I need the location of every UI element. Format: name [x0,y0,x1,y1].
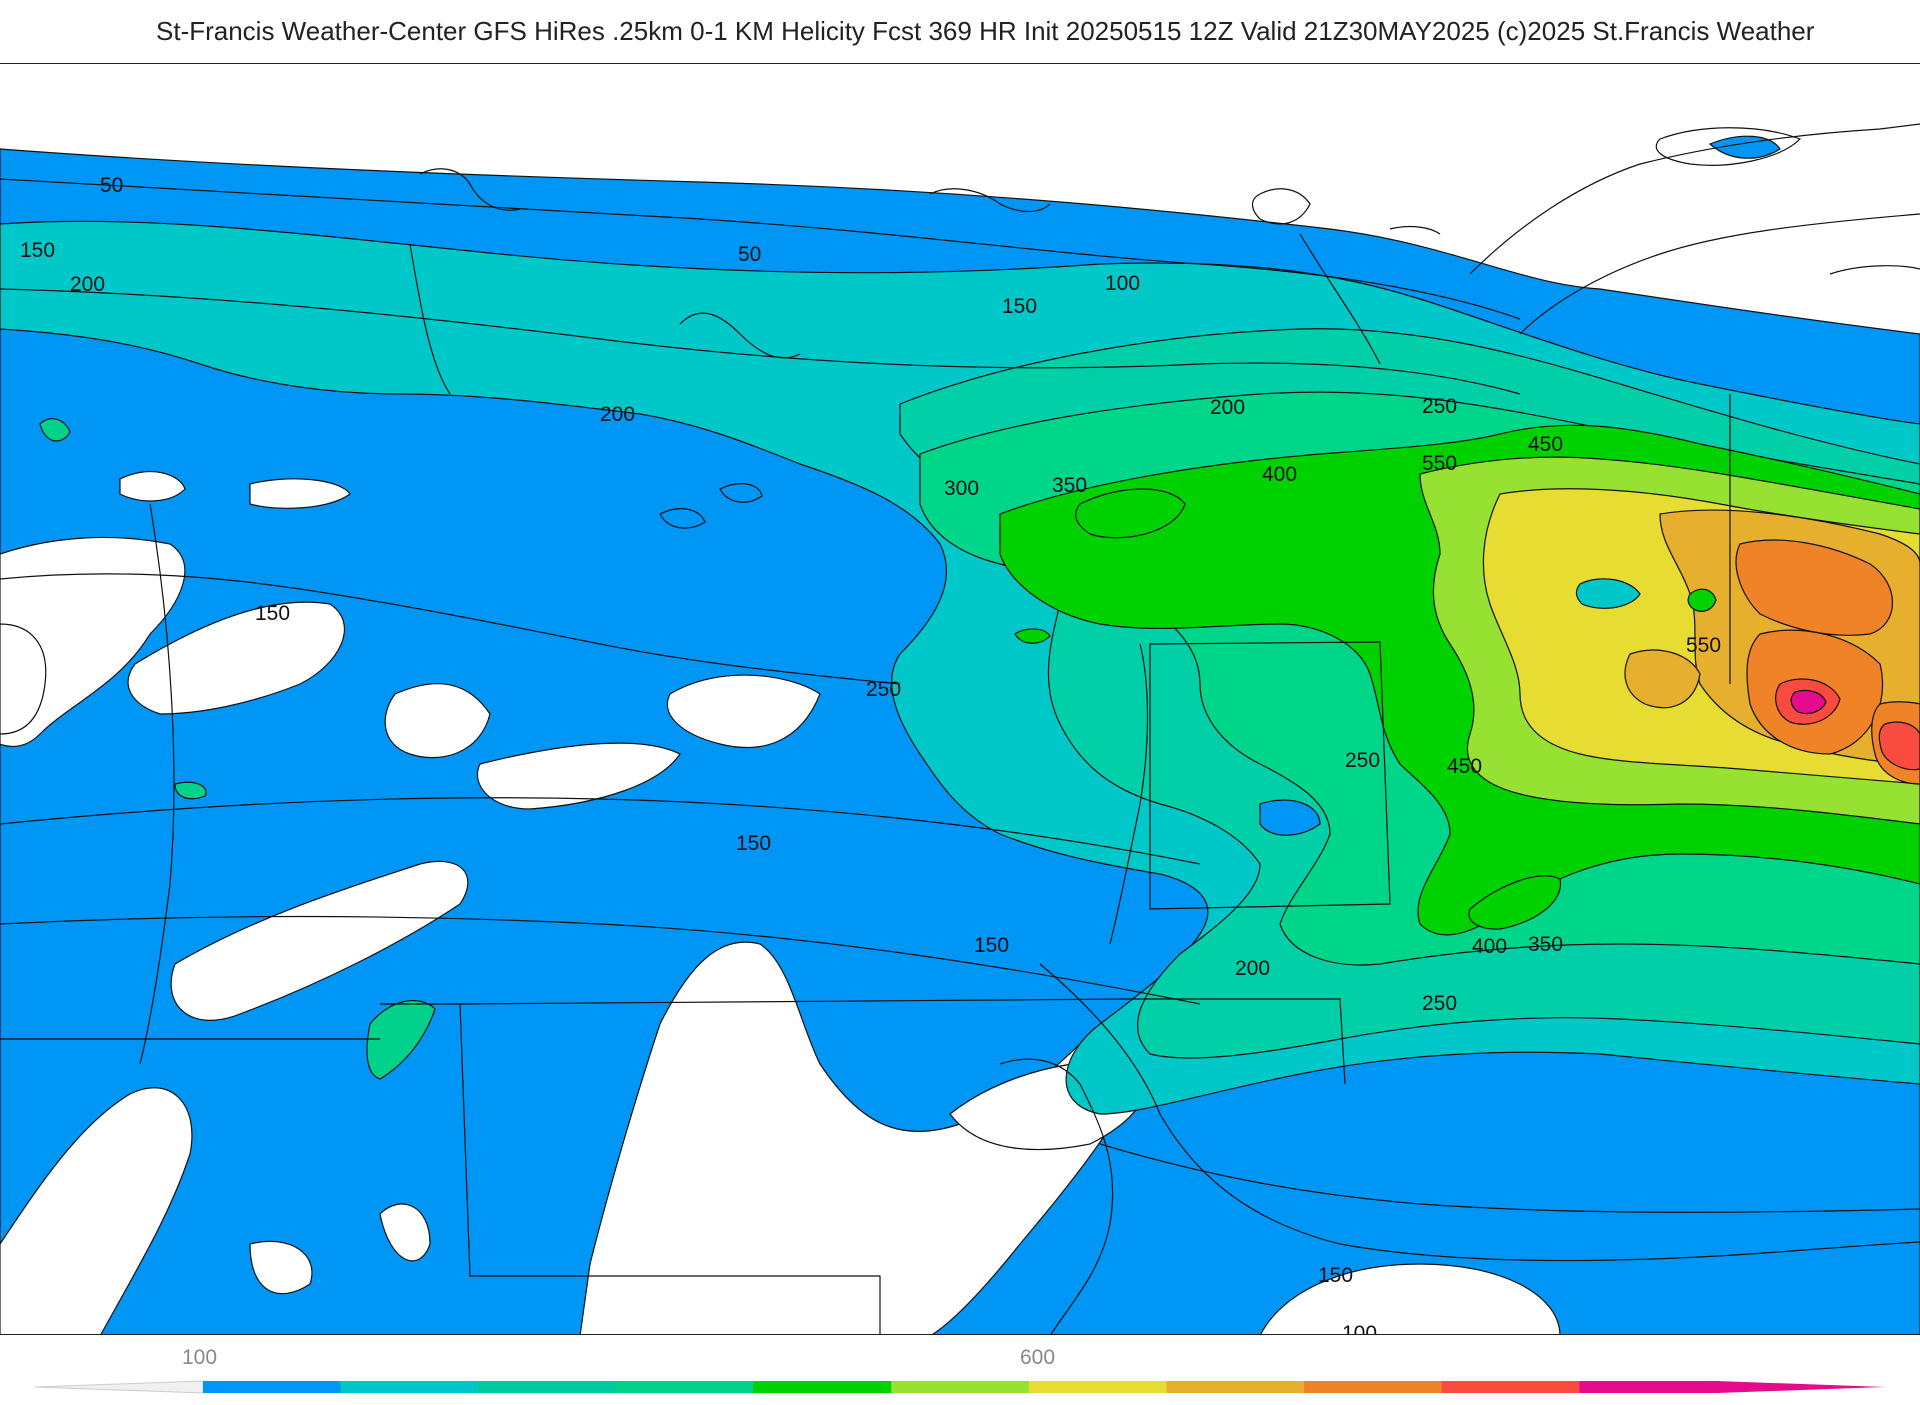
colorbar-left-arrow [34,1380,204,1394]
contour-label: 450 [1528,433,1563,456]
colorbar-segment [615,1381,754,1393]
colorbar-segments [203,1381,1718,1393]
contour-label: 150 [1318,1264,1353,1287]
contour-label: 250 [1345,749,1380,772]
colorbar-segment [1441,1381,1580,1393]
contour-label: 250 [1422,395,1457,418]
colorbar-label-max: 600 [1020,1346,1055,1369]
colorbar-right-arrow [1717,1381,1885,1393]
title-bar: St-Francis Weather-Center GFS HiRes .25k… [0,0,1920,62]
contour-label: 250 [1422,992,1457,1015]
colorbar: 100 600 [0,1335,1920,1400]
contour-label: 550 [1422,452,1457,475]
contour-label: 150 [974,934,1009,957]
contour-label: 200 [1210,396,1245,419]
contour-label: 50 [738,243,761,266]
contour-label: 100 [1342,1322,1377,1335]
contour-label: 200 [70,273,105,296]
geographic-boundaries [0,123,1920,1334]
colorbar-segment [1579,1381,1718,1393]
helicity-high-patches [1624,509,1920,785]
contour-label: 400 [1472,935,1507,958]
contour-label: 550 [1686,634,1721,657]
contour-label: 50 [100,174,123,197]
contour-lines [0,178,1920,1262]
map-panel: 50 50 100 150 150 200 200 200 250 300 35… [0,63,1920,1335]
contour-label: 350 [1052,474,1087,497]
colorbar-segment [891,1381,1030,1393]
contour-label: 200 [600,403,635,426]
colorbar-segment [340,1381,479,1393]
colorbar-segment [753,1381,892,1393]
contour-label: 450 [1447,755,1482,778]
contour-label: 150 [1002,295,1037,318]
contour-label: 150 [255,602,290,625]
contour-label: 400 [1262,463,1297,486]
colorbar-segment [203,1381,342,1393]
colorbar-segment [1304,1381,1443,1393]
contour-label: 150 [736,832,771,855]
contour-label: 200 [1235,957,1270,980]
colorbar-svg: 100 600 [34,1346,1885,1394]
colorbar-segment [478,1381,617,1393]
contour-labels: 50 50 100 150 150 200 200 200 250 300 35… [20,174,1721,1335]
colorbar-label-min: 100 [182,1346,217,1369]
colorbar-segment [1166,1381,1305,1393]
helicity-map: 50 50 100 150 150 200 200 200 250 300 35… [0,64,1920,1335]
contour-label: 250 [866,678,901,701]
low-helicity-areas [0,127,1802,1334]
contour-label: 150 [20,239,55,262]
page-title: St-Francis Weather-Center GFS HiRes .25k… [156,16,1815,46]
helicity-pockets [39,135,1781,1080]
contour-label: 300 [944,477,979,500]
contour-label: 100 [1105,272,1140,295]
contour-label: 350 [1528,933,1563,956]
colorbar-segment [1028,1381,1167,1393]
